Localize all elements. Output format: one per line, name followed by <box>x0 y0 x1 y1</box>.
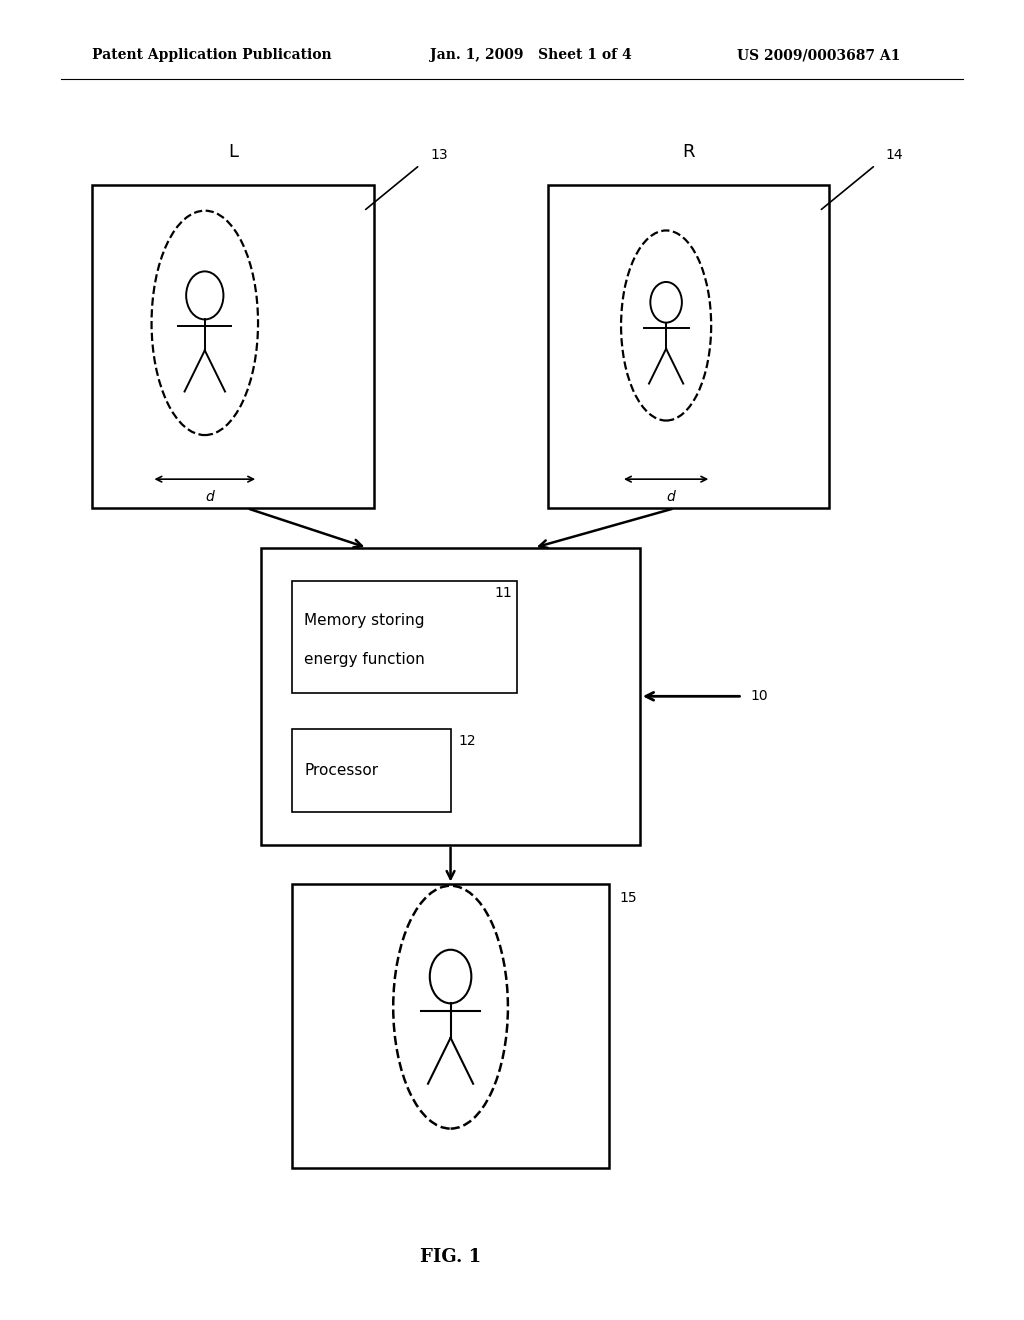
Bar <box>292 581 517 693</box>
Text: Memory storing: Memory storing <box>304 612 425 627</box>
Text: Processor: Processor <box>304 763 378 777</box>
Text: 15: 15 <box>620 891 637 906</box>
Bar <box>548 185 829 508</box>
Text: L: L <box>228 143 238 161</box>
Text: 12: 12 <box>459 734 476 748</box>
Text: Jan. 1, 2009   Sheet 1 of 4: Jan. 1, 2009 Sheet 1 of 4 <box>430 49 632 62</box>
Bar <box>92 185 374 508</box>
Bar <box>261 548 640 845</box>
Text: energy function: energy function <box>304 652 425 667</box>
Text: Patent Application Publication: Patent Application Publication <box>92 49 332 62</box>
Text: 14: 14 <box>886 148 903 162</box>
Text: d: d <box>206 490 214 504</box>
Bar <box>292 729 451 812</box>
Text: FIG. 1: FIG. 1 <box>420 1247 481 1266</box>
Text: 13: 13 <box>430 148 447 162</box>
Bar <box>292 884 609 1168</box>
Text: 10: 10 <box>751 689 768 704</box>
Text: 11: 11 <box>495 586 512 601</box>
Text: d: d <box>667 490 676 504</box>
Text: US 2009/0003687 A1: US 2009/0003687 A1 <box>737 49 901 62</box>
Text: R: R <box>682 143 695 161</box>
